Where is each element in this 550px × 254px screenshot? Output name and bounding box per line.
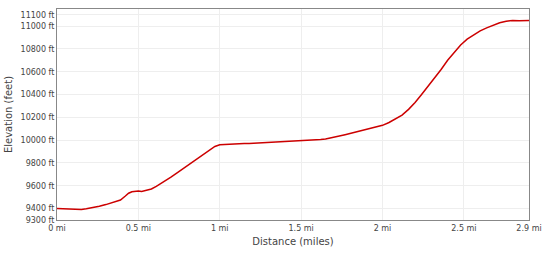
svg-text:10200 ft: 10200 ft — [21, 113, 55, 122]
svg-text:1 mi: 1 mi — [211, 224, 229, 233]
svg-text:2.5 mi: 2.5 mi — [451, 224, 476, 233]
svg-text:1.5 mi: 1.5 mi — [288, 224, 313, 233]
svg-text:11100 ft: 11100 ft — [21, 11, 55, 20]
svg-text:Distance (miles): Distance (miles) — [252, 236, 333, 247]
svg-text:9300 ft: 9300 ft — [26, 216, 55, 225]
svg-text:10600 ft: 10600 ft — [21, 68, 55, 77]
svg-text:2 mi: 2 mi — [374, 224, 392, 233]
svg-text:9400 ft: 9400 ft — [26, 204, 55, 213]
svg-text:10400 ft: 10400 ft — [21, 90, 55, 99]
svg-text:9800 ft: 9800 ft — [26, 159, 55, 168]
svg-text:10800 ft: 10800 ft — [21, 45, 55, 54]
svg-text:0.5 mi: 0.5 mi — [126, 224, 151, 233]
svg-text:10000 ft: 10000 ft — [21, 136, 55, 145]
svg-text:2.9 mi: 2.9 mi — [516, 224, 541, 233]
svg-text:11000 ft: 11000 ft — [21, 22, 55, 31]
svg-text:0 mi: 0 mi — [48, 224, 66, 233]
svg-text:9600 ft: 9600 ft — [26, 182, 55, 191]
svg-text:Elevation (feet): Elevation (feet) — [3, 76, 14, 153]
